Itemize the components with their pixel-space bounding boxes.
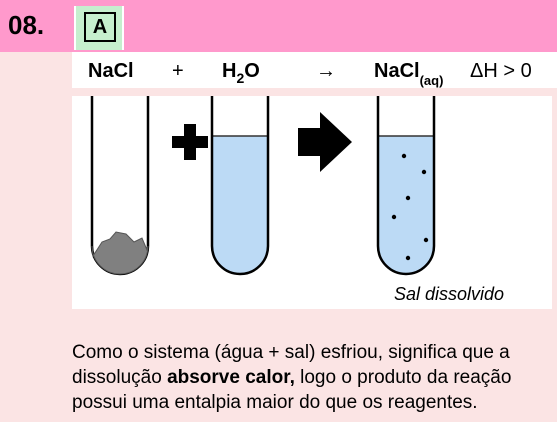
plus-sign: +: [172, 60, 184, 82]
explanation-part1: Como o sistema (água + sal) esfriou, sig…: [72, 342, 510, 388]
water-o: O: [244, 60, 260, 82]
explanation-part2: logo o produto da reação possui uma enta…: [72, 367, 512, 413]
answer-box: A: [74, 6, 124, 50]
reactant-water: H2O: [222, 60, 260, 86]
plus-icon: [172, 124, 208, 160]
water-h: H: [222, 60, 237, 82]
product-state: (aq): [419, 73, 444, 88]
answer-letter: A: [84, 12, 116, 42]
water-subscript: 2: [236, 70, 245, 86]
reactant-nacl: NaCl: [88, 60, 134, 82]
test-tube-dissolved: [376, 96, 436, 276]
enthalpy-label: ΔH > 0: [470, 60, 532, 82]
test-tube-water: [210, 96, 270, 276]
product-formula: NaCl: [374, 60, 420, 82]
explanation-bold: absorve calor,: [167, 367, 295, 388]
test-tube-salt: [90, 96, 150, 276]
chemical-equation: NaCl + H2O → NaCl(aq) ΔH > 0: [72, 52, 557, 88]
dissolved-caption: Sal dissolvido: [394, 284, 505, 304]
product-nacl: NaCl(aq): [374, 60, 443, 88]
question-number: 08.: [8, 10, 45, 40]
dissolution-illustration: Sal dissolvido: [72, 96, 552, 309]
right-arrow-icon: [298, 112, 352, 172]
reaction-arrow: →: [316, 60, 336, 82]
explanation-text: Como o sistema (água + sal) esfriou, sig…: [72, 340, 552, 415]
